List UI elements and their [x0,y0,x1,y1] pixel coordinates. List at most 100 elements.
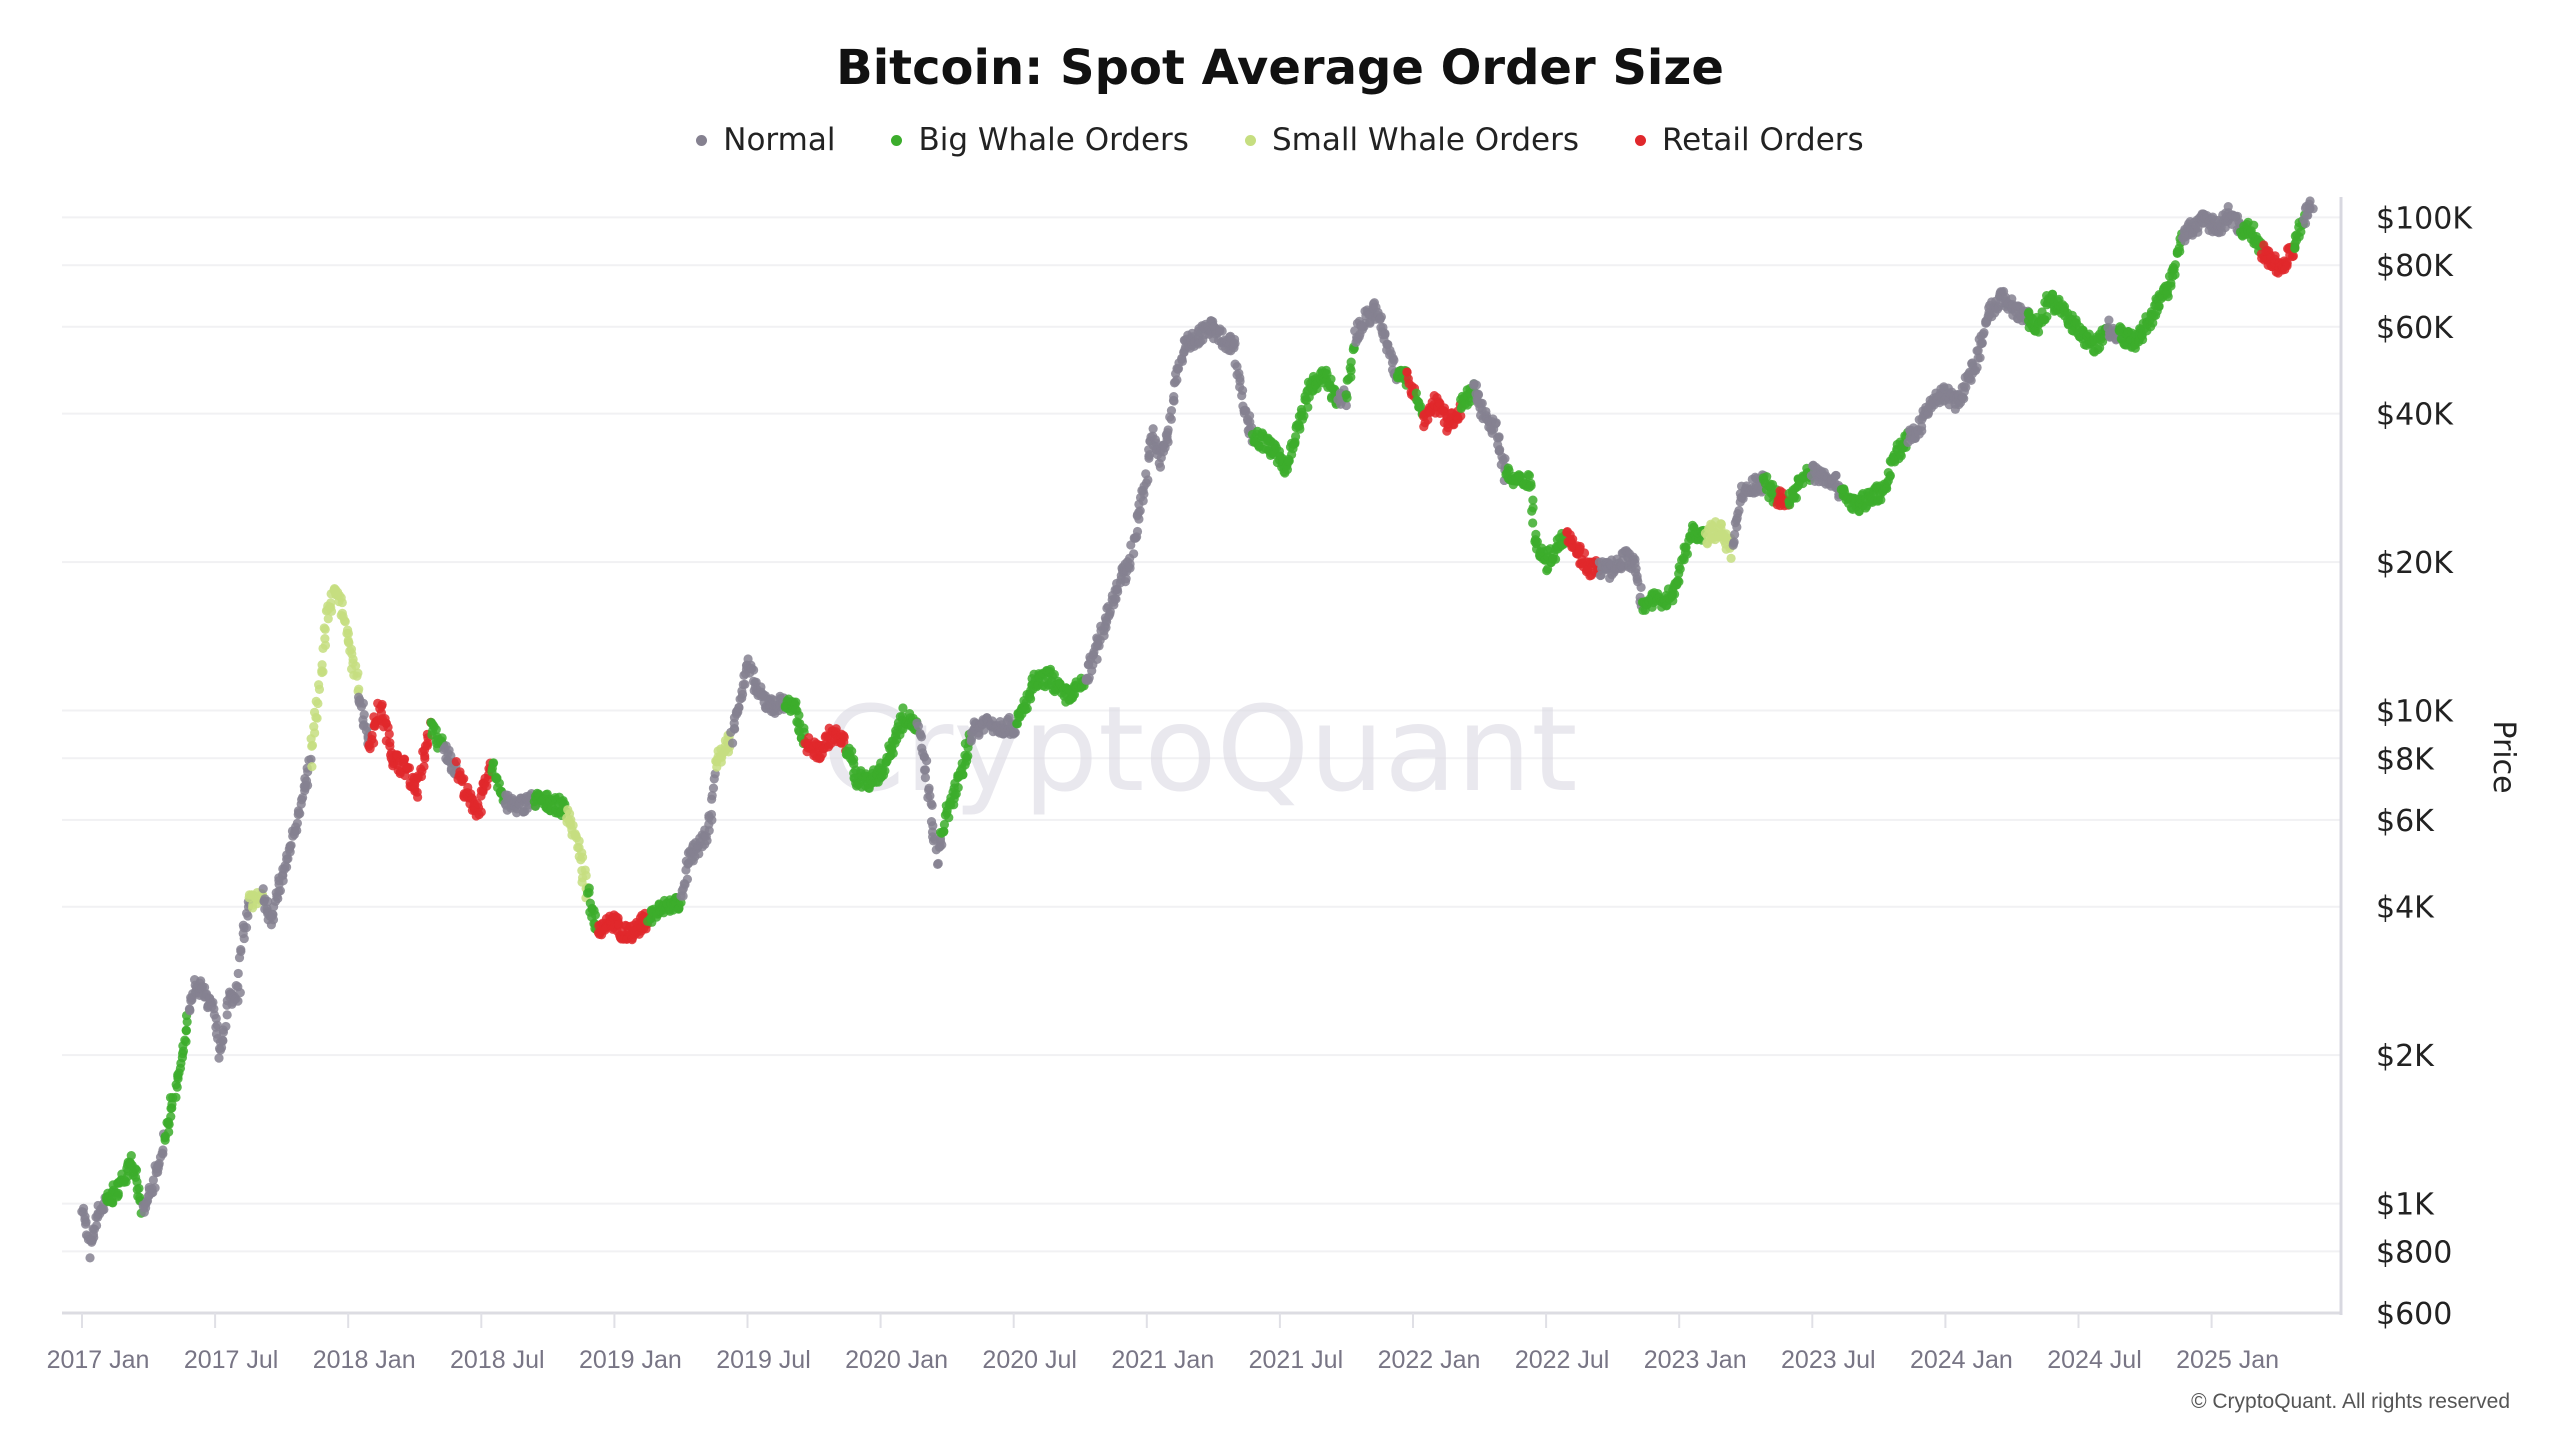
data-point-normal [1148,424,1158,434]
data-point-big-whale-orders [880,766,890,776]
data-point-normal [285,841,295,851]
data-point-normal [279,864,290,874]
data-point-big-whale-orders [1524,471,1534,481]
data-point-retail-orders [1579,548,1590,558]
data-point-small-whale-orders [337,597,347,608]
data-point-big-whale-orders [939,819,950,830]
data-point-normal [1636,582,1646,593]
data-point-small-whale-orders [312,713,322,723]
data-point-normal [1389,355,1399,365]
x-tick-label: 2021 Jan [1111,1346,1214,1374]
data-point-big-whale-orders [1528,518,1538,528]
data-point-big-whale-orders [2170,260,2180,270]
data-point-big-whale-orders [2042,311,2052,322]
data-point-small-whale-orders [318,667,328,677]
data-point-big-whale-orders [2175,246,2185,256]
data-point-normal [2300,218,2311,229]
axes: $100K $80K $60K $40K $20K $10K $8K $6K $4K $2K $1K… [47,197,2473,1374]
data-point-small-whale-orders [577,852,588,862]
data-point-retail-orders [1568,534,1578,544]
data-point-big-whale-orders [1839,484,1849,494]
data-point-big-whale-orders [1526,481,1536,491]
legend-item-big-whale[interactable]: Big Whale Orders [891,122,1189,158]
data-point-normal [1477,398,1487,408]
data-point-retail-orders [2282,261,2292,271]
data-point-normal [1977,338,1987,348]
data-point-normal [1734,506,1744,516]
data-point-retail-orders [2270,251,2280,261]
data-point-normal [1143,475,1153,485]
data-point-small-whale-orders [581,870,591,881]
data-point-normal [359,710,369,720]
data-point-big-whale-orders [2154,302,2164,312]
data-point-big-whale-orders [939,827,949,837]
x-tick-label: 2023 Jul [1781,1346,1876,1374]
data-point-big-whale-orders [1528,495,1538,505]
data-point-small-whale-orders [310,728,320,738]
data-point-normal [1494,433,1504,443]
data-point-big-whale-orders [160,1135,170,1145]
data-point-small-whale-orders [339,616,350,626]
data-point-big-whale-orders [1299,411,1309,421]
data-point-normal [924,783,934,793]
data-point-normal [1972,362,1982,373]
data-point-small-whale-orders [320,640,331,651]
data-point-big-whale-orders [2290,243,2300,254]
data-point-big-whale-orders [488,758,498,769]
data-point-normal [91,1220,102,1231]
data-point-big-whale-orders [431,725,441,735]
data-point-big-whale-orders [178,1048,188,1059]
data-point-normal [85,1253,95,1263]
legend-item-retail[interactable]: Retail Orders [1635,122,1864,158]
data-point-big-whale-orders [1762,472,1772,482]
data-point-normal [730,724,740,734]
data-point-small-whale-orders [314,680,324,690]
data-point-normal [222,1010,232,1020]
data-point-small-whale-orders [568,820,578,830]
data-point-big-whale-orders [2047,289,2058,299]
y-tick-label: $8K [2376,742,2435,777]
data-point-big-whale-orders [1876,495,1886,505]
data-point-big-whale-orders [2249,220,2259,230]
legend-item-normal[interactable]: Normal [696,122,835,158]
y-tick-label: $80K [2376,249,2454,284]
data-point-retail-orders [2288,251,2298,261]
data-point-big-whale-orders [1049,669,1059,680]
scatter-points [77,196,2318,1263]
data-point-normal [734,702,744,713]
legend-label: Normal [723,122,836,158]
data-point-normal [211,1022,221,1032]
data-point-big-whale-orders [958,770,968,780]
data-point-retail-orders [455,767,465,777]
data-point-normal [1004,712,1014,723]
data-point-normal [1959,393,1969,404]
data-point-big-whale-orders [171,1092,181,1102]
data-point-big-whale-orders [1303,402,1313,412]
x-tick-label: 2022 Jan [1378,1346,1481,1374]
data-point-normal [1217,326,1227,336]
data-point-normal [979,725,989,735]
y-tick-label: $1K [2376,1188,2435,1223]
data-point-small-whale-orders [307,741,317,751]
data-point-big-whale-orders [1527,506,1537,516]
data-point-small-whale-orders [351,661,361,671]
data-point-small-whale-orders [307,762,317,772]
y-tick-label: $60K [2376,311,2454,346]
data-point-normal [158,1145,168,1155]
data-point-normal [707,790,717,801]
data-point-small-whale-orders [323,614,333,624]
data-point-normal [749,665,759,675]
data-point-small-whale-orders [326,606,337,616]
x-tick-label: 2024 Jan [1910,1346,2013,1374]
legend-label: Small Whale Orders [1271,122,1579,158]
data-point-normal [239,933,249,944]
data-point-normal [1230,338,1240,349]
data-point-normal [1495,444,1505,455]
x-tick-label: 2017 Jul [184,1346,279,1374]
data-point-normal [1732,522,1742,532]
legend-item-small-whale[interactable]: Small Whale Orders [1244,122,1579,158]
data-point-normal [1235,373,1245,383]
data-point-normal [919,765,930,775]
data-point-big-whale-orders [1312,384,1322,394]
